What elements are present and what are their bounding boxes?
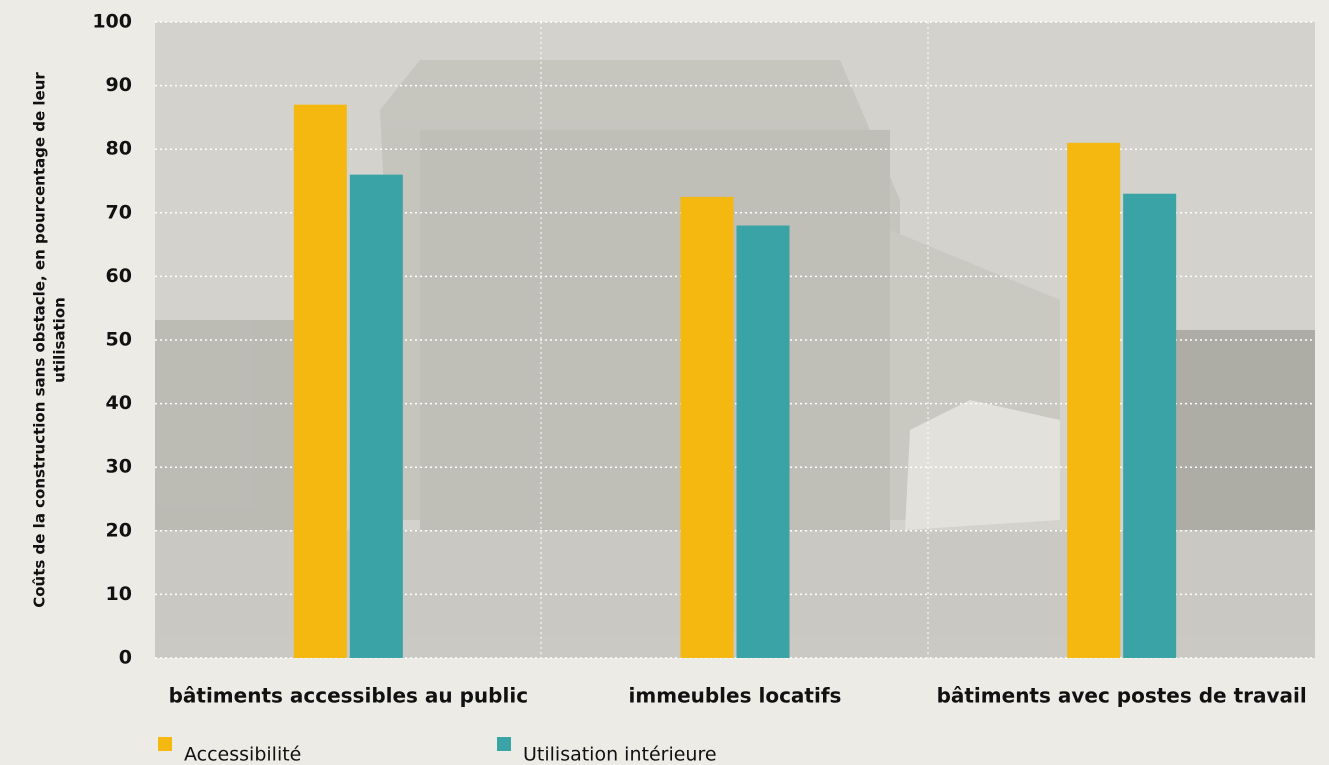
bar [680, 196, 734, 658]
y-tick-label: 80 [106, 138, 132, 160]
y-tick-label: 50 [106, 329, 132, 351]
legend-label: Accessibilité [184, 744, 301, 765]
x-tick-label: bâtiments accessibles au public [169, 684, 528, 708]
y-tick-label: 20 [106, 519, 132, 541]
legend-label: Utilisation intérieure [523, 744, 717, 765]
bar [293, 104, 347, 659]
y-tick-label: 0 [119, 647, 132, 669]
y-tick-label: 70 [106, 201, 132, 223]
y-tick-label: 30 [106, 456, 132, 478]
bar [1123, 193, 1177, 658]
y-axis-label: Coûts de la construction sans obstacle, … [31, 72, 49, 608]
y-tick-label: 10 [106, 583, 132, 605]
y-tick-label: 100 [92, 11, 132, 33]
bar [1067, 142, 1121, 659]
x-tick-label: bâtiments avec postes de travail [937, 684, 1307, 708]
legend-swatch [158, 737, 172, 751]
legend-swatch [497, 737, 511, 751]
y-tick-label: 60 [106, 265, 132, 287]
y-tick-label: 40 [106, 392, 132, 414]
bar [349, 174, 403, 658]
background-photo [155, 60, 1315, 658]
x-tick-label: immeubles locatifs [629, 684, 842, 708]
y-tick-label: 90 [106, 74, 132, 96]
y-axis-label: utilisation [51, 297, 69, 383]
bar [736, 225, 790, 658]
